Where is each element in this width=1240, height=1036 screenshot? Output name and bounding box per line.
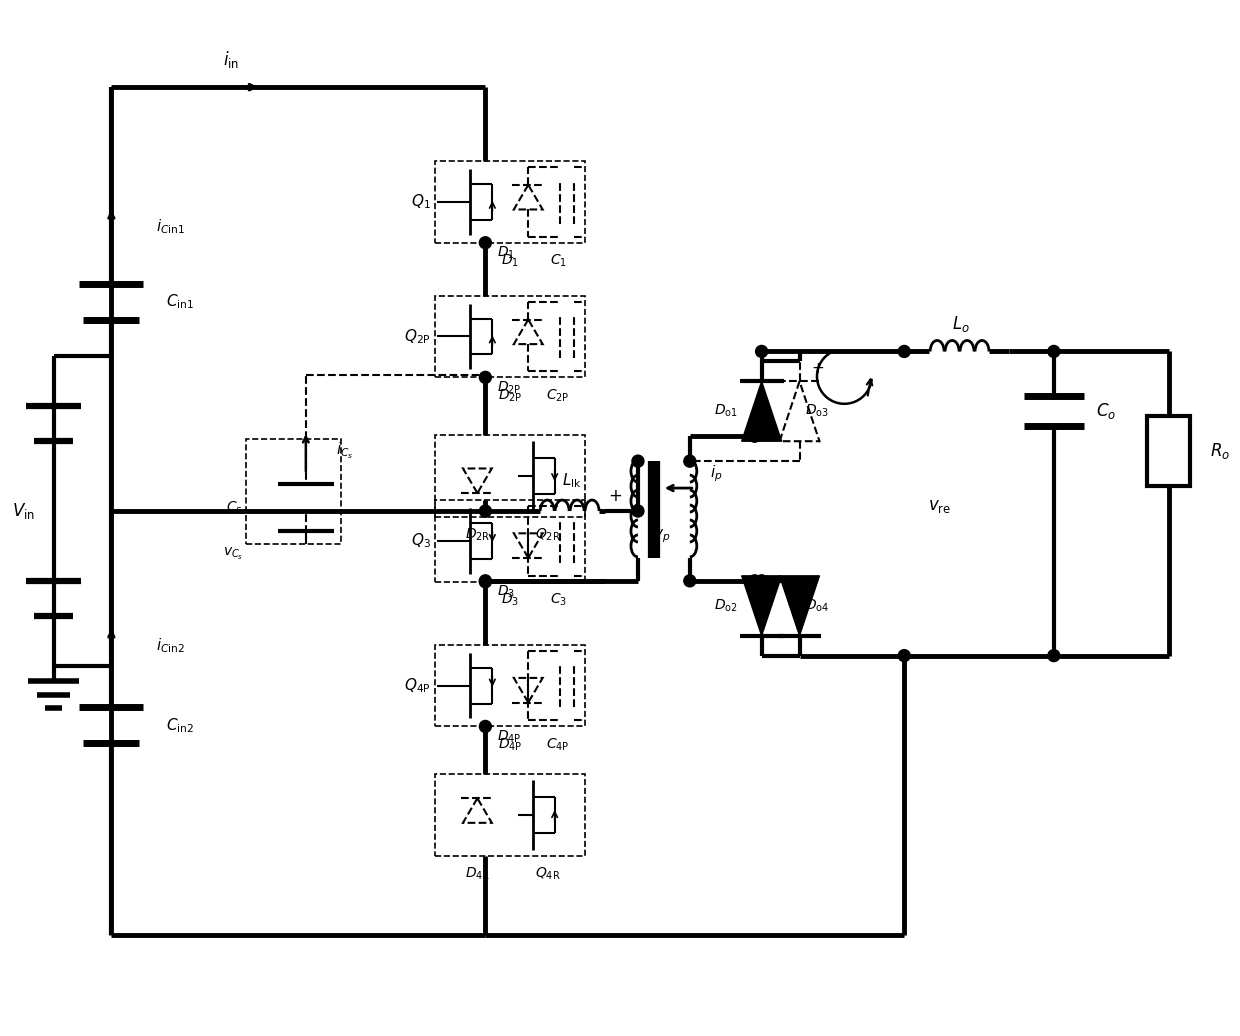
Bar	[246, 439, 341, 544]
Bar	[435, 435, 585, 517]
Text: $C_3$: $C_3$	[549, 592, 567, 608]
Text: $Q_{\rm 2R}$: $Q_{\rm 2R}$	[534, 526, 560, 543]
Polygon shape	[742, 381, 781, 441]
Text: $v_p$: $v_p$	[653, 527, 671, 545]
Bar	[1147, 416, 1190, 486]
Bar	[435, 500, 585, 582]
Bar	[435, 774, 585, 856]
Circle shape	[898, 650, 910, 662]
Text: $L_{\rm lk}$: $L_{\rm lk}$	[562, 471, 582, 490]
Text: $R_o$: $R_o$	[1210, 441, 1230, 461]
Circle shape	[480, 720, 491, 732]
Circle shape	[749, 575, 760, 586]
Bar	[435, 644, 585, 726]
Text: $L_o$: $L_o$	[952, 314, 970, 334]
Circle shape	[755, 345, 768, 357]
Text: $v_{C_s}$: $v_{C_s}$	[223, 546, 243, 562]
Text: $Q_1$: $Q_1$	[410, 193, 430, 211]
Circle shape	[480, 371, 491, 383]
Text: $i_{C{\rm in1}}$: $i_{C{\rm in1}}$	[156, 218, 186, 236]
Circle shape	[480, 505, 491, 517]
Bar	[435, 295, 585, 377]
Text: $D_{\rm o1}$: $D_{\rm o1}$	[714, 403, 738, 420]
Text: $D_{\rm 2P}$: $D_{\rm 2P}$	[497, 379, 522, 396]
Text: $i_{\rm in}$: $i_{\rm in}$	[223, 49, 239, 69]
Text: $C_{\rm 2P}$: $C_{\rm 2P}$	[547, 387, 570, 404]
Circle shape	[480, 575, 491, 586]
Text: $i_{C_s}$: $i_{C_s}$	[336, 441, 353, 461]
Text: $+$: $+$	[811, 361, 825, 376]
Circle shape	[683, 575, 696, 586]
Text: $D_{\rm 4P}$: $D_{\rm 4P}$	[498, 737, 522, 752]
Text: $C_{\rm in1}$: $C_{\rm in1}$	[166, 292, 195, 311]
Circle shape	[480, 576, 491, 587]
Text: $D_{\rm 4P}$: $D_{\rm 4P}$	[497, 728, 522, 745]
Circle shape	[632, 455, 644, 467]
Text: $D_{\rm 2R}$: $D_{\rm 2R}$	[465, 526, 490, 543]
Circle shape	[755, 575, 768, 586]
Text: $+$: $+$	[608, 487, 622, 506]
Text: $i_{C{\rm in2}}$: $i_{C{\rm in2}}$	[156, 636, 185, 655]
Text: $C_{\rm 4P}$: $C_{\rm 4P}$	[547, 737, 570, 752]
Circle shape	[898, 345, 910, 357]
Polygon shape	[780, 576, 820, 636]
Text: $C_s$: $C_s$	[227, 499, 243, 516]
Circle shape	[480, 237, 491, 249]
Text: $v_{\rm re}$: $v_{\rm re}$	[928, 497, 951, 515]
Text: $D_{\rm o4}$: $D_{\rm o4}$	[805, 598, 828, 614]
Circle shape	[632, 505, 644, 517]
Text: $D_{\rm o2}$: $D_{\rm o2}$	[714, 598, 738, 614]
Circle shape	[749, 430, 760, 442]
Text: $D_1$: $D_1$	[501, 253, 520, 269]
Text: $Q_{\rm 2P}$: $Q_{\rm 2P}$	[404, 327, 430, 346]
Text: $i_p$: $i_p$	[709, 464, 722, 485]
Text: $V_{\rm in}$: $V_{\rm in}$	[11, 501, 35, 521]
Circle shape	[1048, 650, 1060, 662]
Text: $Q_{\rm 4R}$: $Q_{\rm 4R}$	[534, 866, 560, 883]
Text: $D_{\rm 4R}$: $D_{\rm 4R}$	[465, 866, 490, 883]
Text: $C_o$: $C_o$	[1096, 401, 1116, 422]
Text: $D_{\rm 2P}$: $D_{\rm 2P}$	[498, 387, 522, 404]
Text: $C_1$: $C_1$	[549, 253, 567, 269]
Bar	[435, 161, 585, 242]
Text: $Q_{\rm 4P}$: $Q_{\rm 4P}$	[404, 677, 430, 695]
Circle shape	[1048, 345, 1060, 357]
Text: $D_3$: $D_3$	[501, 592, 520, 608]
Polygon shape	[742, 576, 781, 636]
Text: $D_{\rm o3}$: $D_{\rm o3}$	[805, 403, 828, 420]
Text: $D_3$: $D_3$	[497, 583, 516, 600]
Circle shape	[683, 455, 696, 467]
Text: $C_{\rm in2}$: $C_{\rm in2}$	[166, 716, 195, 735]
Text: $Q_3$: $Q_3$	[410, 531, 430, 550]
Text: $D_1$: $D_1$	[497, 244, 516, 261]
